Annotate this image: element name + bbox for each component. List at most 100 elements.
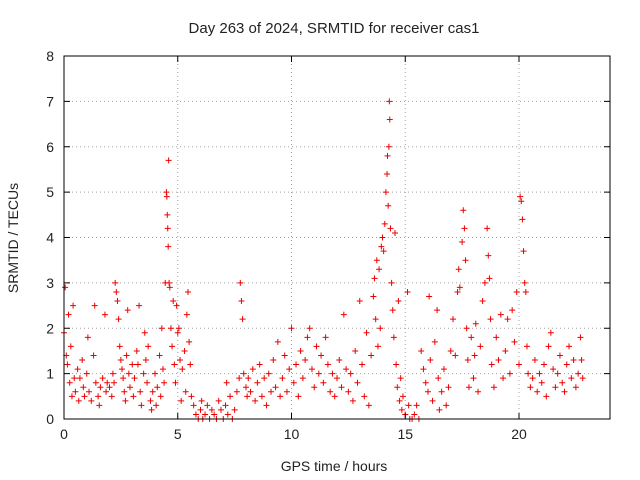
data-point-marker: [518, 198, 525, 205]
data-point-marker: [156, 352, 163, 359]
data-point-marker: [223, 379, 230, 386]
data-point-marker: [456, 284, 463, 291]
x-tick-label: 15: [397, 426, 413, 442]
data-point-marker: [148, 406, 155, 413]
data-point-marker: [238, 298, 245, 305]
data-point-marker: [288, 325, 295, 332]
data-point-marker: [245, 375, 252, 382]
data-point-marker: [175, 325, 182, 332]
data-point-marker: [186, 338, 193, 345]
y-tick-label: 1: [46, 366, 54, 382]
data-point-marker: [320, 379, 327, 386]
data-point-marker: [495, 357, 502, 364]
data-point-marker: [237, 279, 244, 286]
data-point-marker: [258, 393, 265, 400]
data-point-marker: [529, 375, 536, 382]
data-point-marker: [120, 375, 127, 382]
data-point-marker: [164, 225, 171, 232]
data-point-marker: [382, 189, 389, 196]
data-point-marker: [331, 393, 338, 400]
data-point-marker: [413, 402, 420, 409]
data-point-marker: [385, 143, 392, 150]
data-point-marker: [374, 343, 381, 350]
data-point-marker: [142, 357, 149, 364]
data-point-marker: [70, 302, 77, 309]
data-point-marker: [236, 375, 243, 382]
data-point-marker: [356, 298, 363, 305]
data-point-marker: [373, 257, 380, 264]
data-point-marker: [429, 397, 436, 404]
x-tick-label: 20: [511, 426, 527, 442]
data-point-marker: [147, 397, 154, 404]
data-point-marker: [427, 357, 434, 364]
data-point-marker: [96, 402, 103, 409]
data-point-marker: [559, 379, 566, 386]
data-point-marker: [117, 357, 124, 364]
data-point-marker: [157, 393, 164, 400]
data-point-marker: [181, 347, 188, 354]
data-point-marker: [170, 298, 177, 305]
data-point-marker: [488, 361, 495, 368]
data-point-marker: [487, 316, 494, 323]
data-point-marker: [438, 388, 445, 395]
y-tick-label: 6: [46, 139, 54, 155]
data-point-marker: [190, 402, 197, 409]
data-point-marker: [525, 370, 532, 377]
data-point-marker: [182, 388, 189, 395]
data-point-marker: [101, 311, 108, 318]
data-point-marker: [149, 388, 156, 395]
data-point-marker: [463, 325, 470, 332]
data-point-marker: [263, 402, 270, 409]
data-point-marker: [249, 366, 256, 373]
data-point-marker: [290, 379, 297, 386]
data-point-marker: [116, 343, 123, 350]
data-point-marker: [295, 393, 302, 400]
data-point-marker: [247, 388, 254, 395]
data-point-marker: [556, 352, 563, 359]
data-point-marker: [72, 388, 79, 395]
data-point-marker: [334, 375, 340, 382]
y-tick-label: 2: [46, 320, 54, 336]
data-point-marker: [534, 388, 541, 395]
data-point-marker: [103, 388, 110, 395]
data-point-marker: [134, 361, 141, 368]
data-point-marker: [76, 375, 83, 382]
data-point-marker: [452, 352, 459, 359]
data-point-marker: [385, 202, 392, 209]
y-tick-label: 0: [46, 411, 54, 427]
data-point-marker: [388, 279, 395, 286]
data-point-marker: [187, 361, 194, 368]
data-point-marker: [531, 357, 538, 364]
data-point-marker: [434, 307, 441, 314]
data-point-marker: [141, 329, 148, 336]
data-point-marker: [352, 347, 359, 354]
data-point-marker: [197, 406, 204, 413]
data-point-marker: [404, 288, 411, 295]
data-point-marker: [477, 343, 484, 350]
data-point-marker: [363, 329, 370, 336]
data-point-marker: [81, 393, 88, 400]
data-point-marker: [422, 379, 429, 386]
data-point-marker: [308, 366, 315, 373]
data-point-marker: [568, 375, 575, 382]
data-point-marker: [108, 393, 115, 400]
data-point-marker: [88, 397, 95, 404]
data-point-marker: [329, 370, 336, 377]
data-point-marker: [68, 393, 75, 400]
data-points: [61, 98, 586, 422]
data-point-marker: [516, 361, 522, 368]
data-point-marker: [152, 370, 158, 377]
data-point-marker: [396, 397, 403, 404]
data-point-marker: [165, 157, 172, 164]
data-point-marker: [517, 193, 524, 200]
data-point-marker: [454, 288, 461, 295]
data-point-marker: [124, 307, 131, 314]
data-point-marker: [481, 279, 488, 286]
data-point-marker: [376, 266, 383, 273]
data-point-marker: [485, 252, 492, 259]
data-point-marker: [217, 406, 224, 413]
data-point-marker: [136, 302, 143, 309]
data-point-marker: [511, 338, 518, 345]
data-point-marker: [171, 361, 178, 368]
data-point-marker: [252, 397, 259, 404]
